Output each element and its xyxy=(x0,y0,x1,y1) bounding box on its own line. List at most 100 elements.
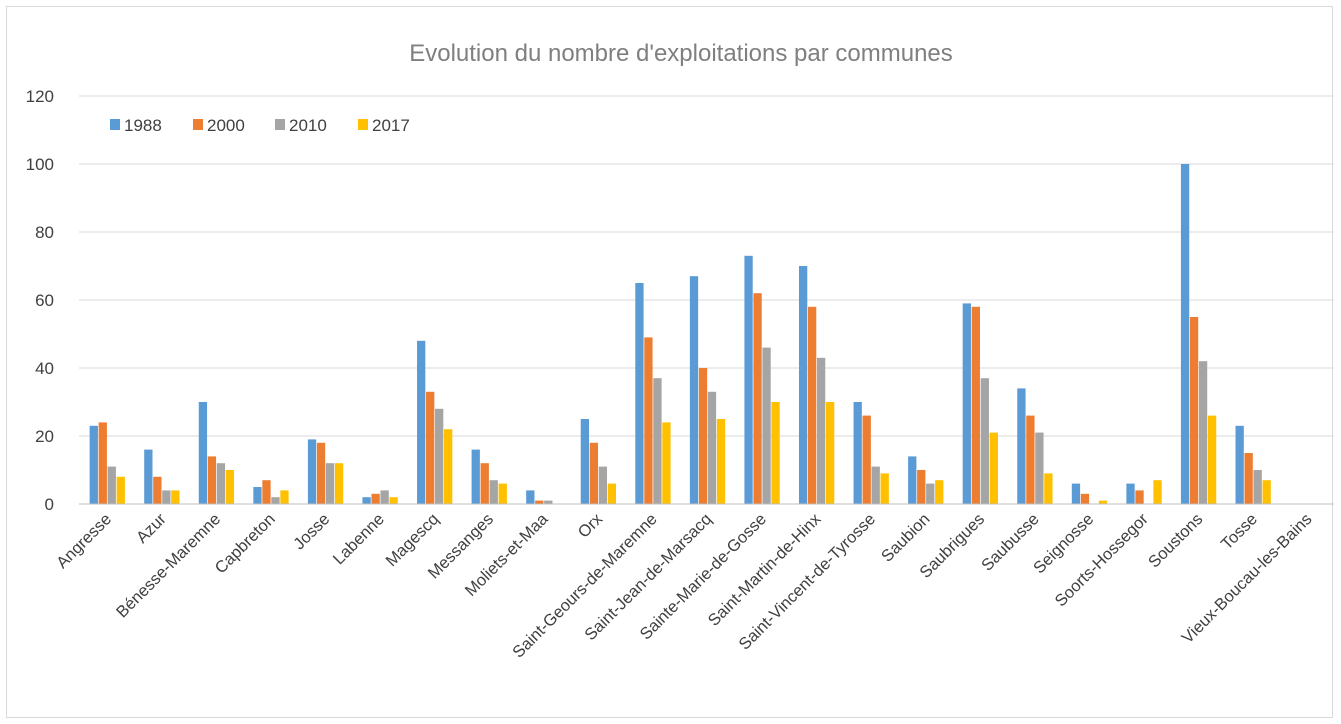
bar-1988-21 xyxy=(1235,425,1244,504)
bar-2017-15 xyxy=(935,480,944,504)
bar-2017-19 xyxy=(1153,480,1162,504)
bar-1988-4 xyxy=(307,439,317,504)
bar-2017-7 xyxy=(498,483,507,504)
x-category-label: Orx xyxy=(575,510,607,542)
x-category-label: Azur xyxy=(133,510,170,547)
bar-1988-7 xyxy=(471,449,480,504)
bar-1988-18 xyxy=(1071,483,1081,504)
legend-swatch-1988 xyxy=(110,119,120,130)
bar-2017-9 xyxy=(607,483,617,504)
bar-1988-1 xyxy=(144,449,153,504)
bar-1988-11 xyxy=(689,276,699,504)
bar-2017-3 xyxy=(280,490,289,504)
bar-1988-10 xyxy=(635,283,644,504)
bar-2017-10 xyxy=(662,422,671,504)
bar-2017-21 xyxy=(1262,480,1271,504)
legend: 1988 2000 2010 2017 xyxy=(110,116,410,135)
bar-1988-15 xyxy=(908,456,917,504)
bar-2010-12 xyxy=(762,347,771,504)
bar-2017-1 xyxy=(171,490,180,504)
bar-2017-20 xyxy=(1207,415,1217,504)
bar-chart: Evolution du nombre d'exploitations par … xyxy=(26,40,1334,662)
y-tick-label: 0 xyxy=(45,495,54,514)
bar-2017-18 xyxy=(1098,500,1108,504)
bar-2010-2 xyxy=(216,463,226,504)
legend-swatch-2017 xyxy=(358,119,368,130)
bar-1988-2 xyxy=(198,402,208,504)
bar-2010-3 xyxy=(271,497,280,504)
y-tick-label: 120 xyxy=(26,87,54,106)
bar-1988-14 xyxy=(853,402,862,504)
bar-2017-4 xyxy=(334,463,344,504)
x-category-label: Josse xyxy=(290,510,333,553)
y-tick-label: 60 xyxy=(35,291,54,310)
bar-2010-7 xyxy=(489,480,498,504)
bar-2017-17 xyxy=(1044,473,1053,504)
legend-swatch-2000 xyxy=(193,119,203,130)
bar-2010-9 xyxy=(598,466,608,504)
bar-2017-0 xyxy=(116,476,125,504)
bar-2010-16 xyxy=(980,378,989,504)
bar-1988-8 xyxy=(526,490,535,504)
bar-2010-21 xyxy=(1253,470,1262,504)
bar-2017-14 xyxy=(880,473,889,504)
bar-2017-2 xyxy=(225,470,235,504)
bar-2000-10 xyxy=(644,337,653,504)
bar-1988-5 xyxy=(362,497,371,504)
legend-label-1988: 1988 xyxy=(124,116,162,135)
bar-2000-17 xyxy=(1026,415,1035,504)
x-category-label: Saubion xyxy=(878,510,934,566)
x-category-label: Capbreton xyxy=(212,510,279,577)
bar-2010-15 xyxy=(926,483,935,504)
bar-2000-7 xyxy=(480,463,489,504)
x-category-label: Angresse xyxy=(53,510,115,572)
legend-label-2010: 2010 xyxy=(289,116,327,135)
bar-2010-11 xyxy=(707,391,717,504)
bar-2000-8 xyxy=(535,500,544,504)
bar-1988-12 xyxy=(744,255,753,504)
legend-label-2017: 2017 xyxy=(372,116,410,135)
legend-label-2000: 2000 xyxy=(207,116,245,135)
bar-2000-20 xyxy=(1189,317,1199,504)
bar-2000-4 xyxy=(316,442,326,504)
x-category-label: Labenne xyxy=(330,510,388,568)
bar-2000-6 xyxy=(426,391,435,504)
bar-1988-0 xyxy=(89,425,98,504)
y-tick-label: 40 xyxy=(35,359,54,378)
bar-2000-18 xyxy=(1080,493,1090,504)
y-tick-label: 80 xyxy=(35,223,54,242)
chart-frame: Evolution du nombre d'exploitations par … xyxy=(6,6,1334,718)
bar-2010-14 xyxy=(871,466,880,504)
legend-swatch-2010 xyxy=(275,119,285,130)
x-category-label: Soorts-Hossegor xyxy=(1052,510,1153,611)
bar-1988-16 xyxy=(962,303,971,504)
bar-2000-9 xyxy=(589,442,599,504)
bar-2000-2 xyxy=(207,456,217,504)
y-axis-ticks: 0 20 40 60 80 100 120 xyxy=(26,87,54,514)
bar-2000-15 xyxy=(917,470,926,504)
bar-2017-6 xyxy=(444,429,453,504)
bar-2017-13 xyxy=(825,402,835,504)
bar-2010-13 xyxy=(816,357,826,504)
bar-2000-11 xyxy=(698,368,708,504)
bar-2000-19 xyxy=(1135,490,1144,504)
bar-2017-12 xyxy=(771,402,780,504)
bar-2000-21 xyxy=(1244,453,1253,504)
bar-2010-20 xyxy=(1198,361,1208,504)
bar-2010-5 xyxy=(380,490,389,504)
x-category-label: Soustons xyxy=(1145,510,1206,571)
bar-1988-20 xyxy=(1180,164,1190,504)
bar-2010-1 xyxy=(162,490,171,504)
y-tick-label: 100 xyxy=(26,155,54,174)
x-category-label: Bénesse-Maremne xyxy=(113,510,224,621)
y-tick-label: 20 xyxy=(35,427,54,446)
bar-2000-16 xyxy=(971,306,980,504)
bar-2010-4 xyxy=(325,463,335,504)
bar-2000-3 xyxy=(262,480,271,504)
bar-1988-3 xyxy=(253,487,262,504)
bar-2010-8 xyxy=(544,500,553,504)
bar-1988-13 xyxy=(798,266,808,504)
bar-1988-9 xyxy=(580,419,590,504)
bar-2000-5 xyxy=(371,493,380,504)
